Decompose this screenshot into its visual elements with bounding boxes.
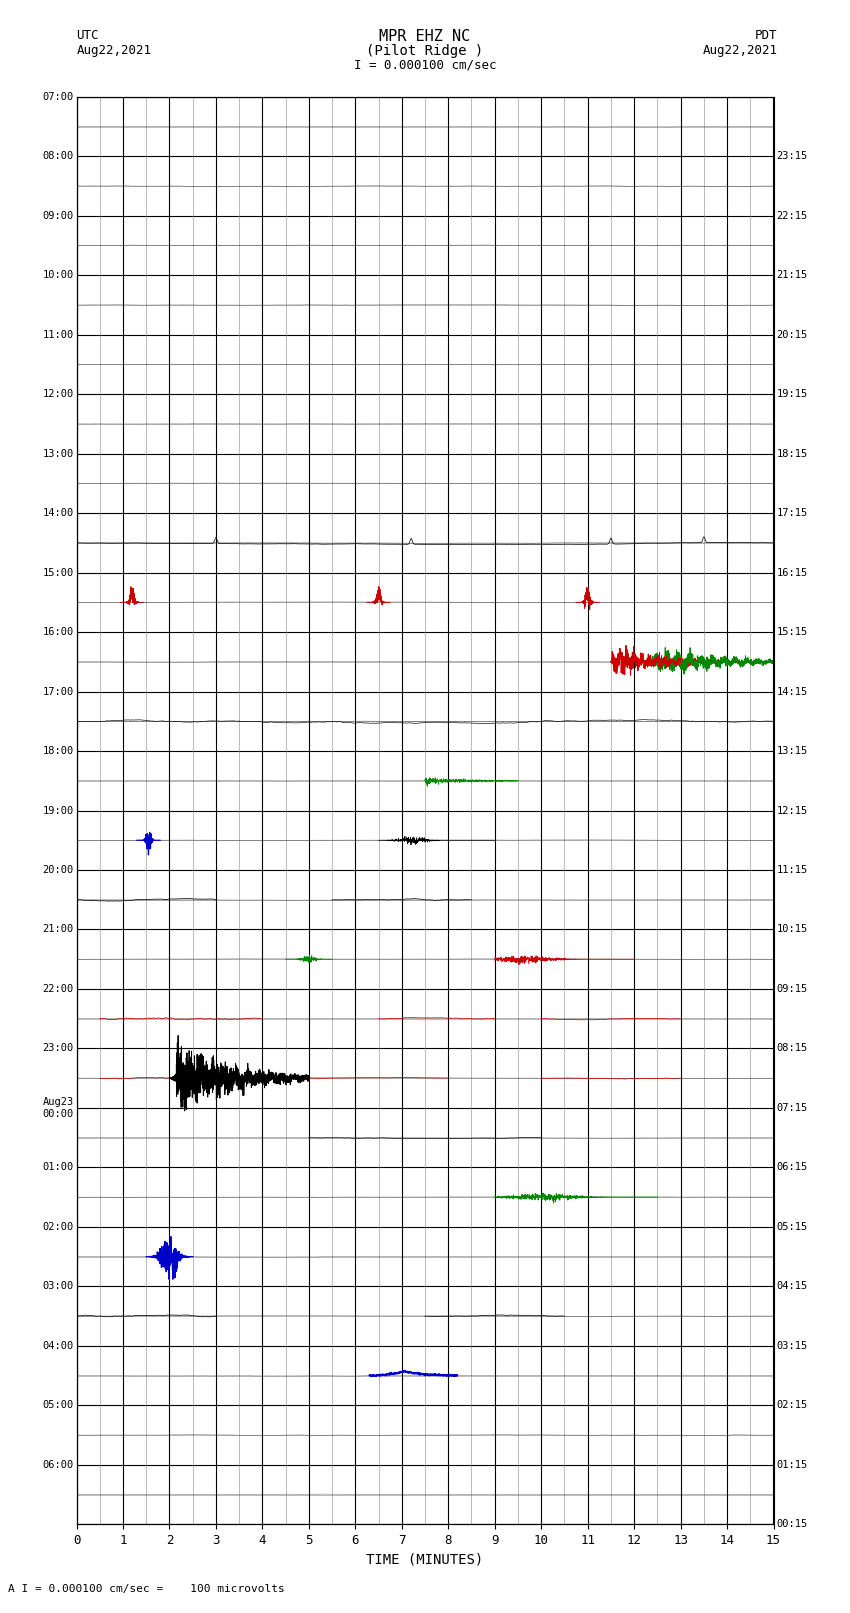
Text: PDT: PDT — [756, 29, 778, 42]
Text: A I = 0.000100 cm/sec =    100 microvolts: A I = 0.000100 cm/sec = 100 microvolts — [8, 1584, 286, 1594]
Text: UTC: UTC — [76, 29, 99, 42]
Text: Aug22,2021: Aug22,2021 — [76, 44, 151, 56]
Text: I = 0.000100 cm/sec: I = 0.000100 cm/sec — [354, 58, 496, 71]
Text: MPR EHZ NC: MPR EHZ NC — [379, 29, 471, 44]
X-axis label: TIME (MINUTES): TIME (MINUTES) — [366, 1553, 484, 1566]
Text: (Pilot Ridge ): (Pilot Ridge ) — [366, 44, 484, 58]
Text: Aug22,2021: Aug22,2021 — [703, 44, 778, 56]
